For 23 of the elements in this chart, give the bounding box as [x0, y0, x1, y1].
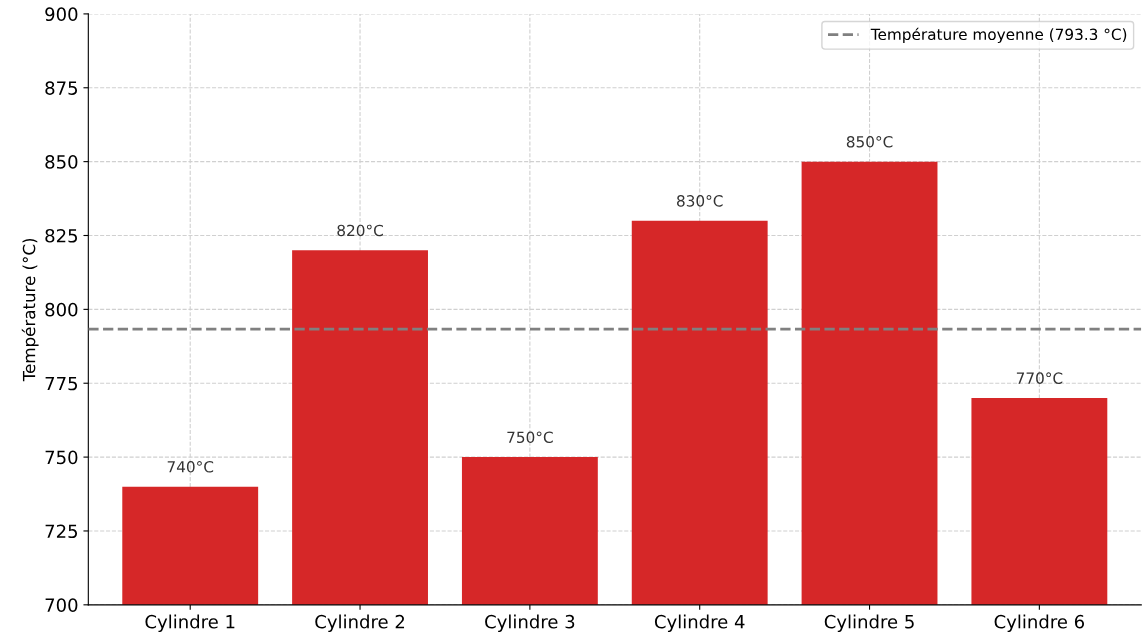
- y-tick-label: 825: [45, 228, 78, 243]
- y-tick-label: 800: [45, 302, 78, 317]
- data-label: 820°C: [337, 224, 383, 237]
- y-tick-label: 900: [45, 7, 78, 22]
- data-label: 830°C: [677, 195, 723, 207]
- y-tick-label: 700: [45, 598, 78, 612]
- x-tick-label: Cylindre 5: [824, 614, 914, 632]
- x-tick-label: Cylindre 3: [485, 614, 575, 632]
- x-tick-label: Cylindre 6: [994, 614, 1085, 632]
- data-label: 740°C: [167, 461, 214, 473]
- data-label: 750°C: [507, 431, 553, 444]
- y-tick-label: 875: [45, 81, 78, 95]
- y-tick-label: 850: [45, 155, 78, 169]
- y-tick-label: 750: [45, 450, 78, 465]
- y-axis-title: Température (°C): [21, 238, 39, 382]
- y-tick-label: 775: [45, 376, 78, 391]
- legend-label: Température moyenne (793.3 °C): [870, 27, 1127, 44]
- x-tick-label: Cylindre 1: [145, 614, 235, 632]
- x-tick-label: Cylindre 2: [315, 614, 405, 632]
- data-label: 770°C: [1016, 372, 1063, 384]
- y-tick-label: 725: [45, 524, 78, 539]
- x-tick-label: Cylindre 4: [654, 614, 745, 632]
- data-label: 850°C: [846, 136, 893, 148]
